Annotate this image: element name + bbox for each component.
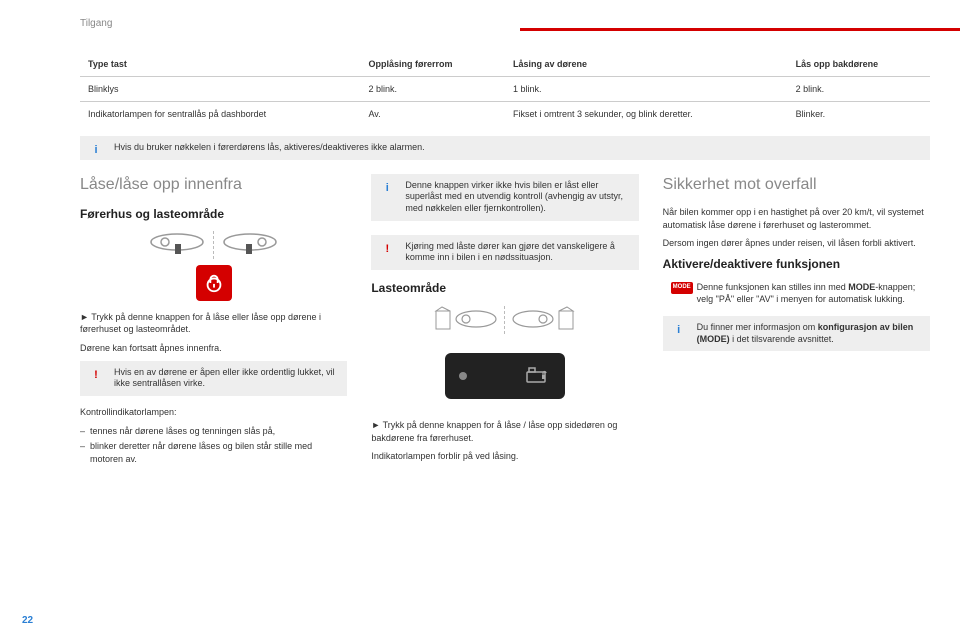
table-header-row: Type tast Opplåsing førerrom Låsing av d… <box>80 52 930 77</box>
subheading-cab-load: Førerhus og lasteområde <box>80 206 347 223</box>
illustration-load-area <box>371 305 638 409</box>
info-text: Du finner mer informasjon om konfigurasj… <box>697 322 914 344</box>
column-2: i Denne knappen virker ikke hvis bilen e… <box>371 174 638 469</box>
cell: Fikset i omtrent 3 sekunder, og blink de… <box>505 102 788 127</box>
dashboard-left-icon <box>149 232 205 258</box>
paragraph: Dørene kan fortsatt åpnes innenfra. <box>80 342 347 355</box>
th-rear: Lås opp bakdørene <box>788 52 930 77</box>
indicator-list: tennes når dørene låses og tenningen slå… <box>80 425 347 466</box>
van-right-icon <box>511 305 575 335</box>
dash-row <box>149 231 278 259</box>
cell: 1 blink. <box>505 77 788 102</box>
cell: Indikatorlampen for sentrallås på dashbo… <box>80 102 360 127</box>
info-icon: i <box>379 180 395 196</box>
header-accent-bar <box>520 28 960 31</box>
columns: Låse/låse opp innenfra Førerhus og laste… <box>80 174 930 469</box>
info-icon: i <box>671 322 687 338</box>
text: i det tilsvarende avsnittet. <box>730 334 834 344</box>
column-1: Låse/låse opp innenfra Førerhus og laste… <box>80 174 347 469</box>
key-signal-table: Type tast Opplåsing førerrom Låsing av d… <box>80 52 930 126</box>
table-row: Blinklys 2 blink. 1 blink. 2 blink. <box>80 77 930 102</box>
table-row: Indikatorlampen for sentrallås på dashbo… <box>80 102 930 127</box>
info-text: Hvis du bruker nøkkelen i førerdørens lå… <box>114 142 425 152</box>
mode-text: Denne funksjonen kan stilles inn med MOD… <box>697 282 916 305</box>
warning-text: Kjøring med låste dører kan gjøre det va… <box>405 241 615 263</box>
central-lock-button-icon <box>196 265 232 301</box>
subheading-activate: Aktivere/deaktivere funksjonen <box>663 256 930 273</box>
cell: Blinker. <box>788 102 930 127</box>
paragraph: ► Trykk på denne knappen for å låse elle… <box>80 311 347 336</box>
door-row <box>434 305 575 335</box>
page-content: Type tast Opplåsing førerrom Låsing av d… <box>80 52 930 469</box>
paragraph: Når bilen kommer opp i en hastighet på o… <box>663 206 930 231</box>
illustration-dashboard-lock <box>80 231 347 301</box>
mode-icon: MODE <box>671 282 693 294</box>
warning-icon: ! <box>379 241 395 257</box>
section-title-anti-theft: Sikkerhet mot overfall <box>663 174 930 196</box>
paragraph: Dersom ingen dører åpnes under reisen, v… <box>663 237 930 250</box>
paragraph: ► Trykk på denne knappen for å låse / lå… <box>371 419 638 444</box>
column-3: Sikkerhet mot overfall Når bilen kommer … <box>663 174 930 469</box>
subheading-load-area: Lasteområde <box>371 280 638 297</box>
text-bold: MODE <box>848 282 875 292</box>
th-lock: Låsing av dørene <box>505 52 788 77</box>
info-alarm-note: i Hvis du bruker nøkkelen i førerdørens … <box>80 136 930 160</box>
van-lock-icon <box>523 362 551 390</box>
list-item: blinker deretter når dørene låses og bil… <box>80 440 347 465</box>
th-unlock: Opplåsing førerrom <box>360 52 505 77</box>
th-type: Type tast <box>80 52 360 77</box>
info-button-note: i Denne knappen virker ikke hvis bilen e… <box>371 174 638 221</box>
info-mode-reference: i Du finner mer informasjon om konfigura… <box>663 316 930 351</box>
divider <box>213 231 214 259</box>
warning-locked-driving: ! Kjøring med låste dører kan gjøre det … <box>371 235 638 270</box>
indicator-dot-icon <box>459 372 467 380</box>
van-left-icon <box>434 305 498 335</box>
load-area-lock-button-icon <box>445 353 565 399</box>
cell: Av. <box>360 102 505 127</box>
cell: 2 blink. <box>360 77 505 102</box>
section-title-lock-inside: Låse/låse opp innenfra <box>80 174 347 196</box>
info-icon: i <box>88 142 104 158</box>
paragraph: Kontrollindikatorlampen: <box>80 406 347 419</box>
page-number: 22 <box>22 615 33 626</box>
text: Denne funksjonen kan stilles inn med <box>697 282 849 292</box>
dashboard-right-icon <box>222 232 278 258</box>
warning-text: Hvis en av dørene er åpen eller ikke ord… <box>114 367 335 389</box>
divider <box>504 306 505 334</box>
text: Du finner mer informasjon om <box>697 322 818 332</box>
info-text: Denne knappen virker ikke hvis bilen er … <box>405 180 623 213</box>
warning-door-open: ! Hvis en av dørene er åpen eller ikke o… <box>80 361 347 396</box>
cell: 2 blink. <box>788 77 930 102</box>
list-item: tennes når dørene låses og tenningen slå… <box>80 425 347 438</box>
mode-instruction: MODE Denne funksjonen kan stilles inn me… <box>663 281 930 306</box>
warning-icon: ! <box>88 367 104 383</box>
page-header: Tilgang <box>80 18 112 29</box>
paragraph: Indikatorlampen forblir på ved låsing. <box>371 450 638 463</box>
cell: Blinklys <box>80 77 360 102</box>
